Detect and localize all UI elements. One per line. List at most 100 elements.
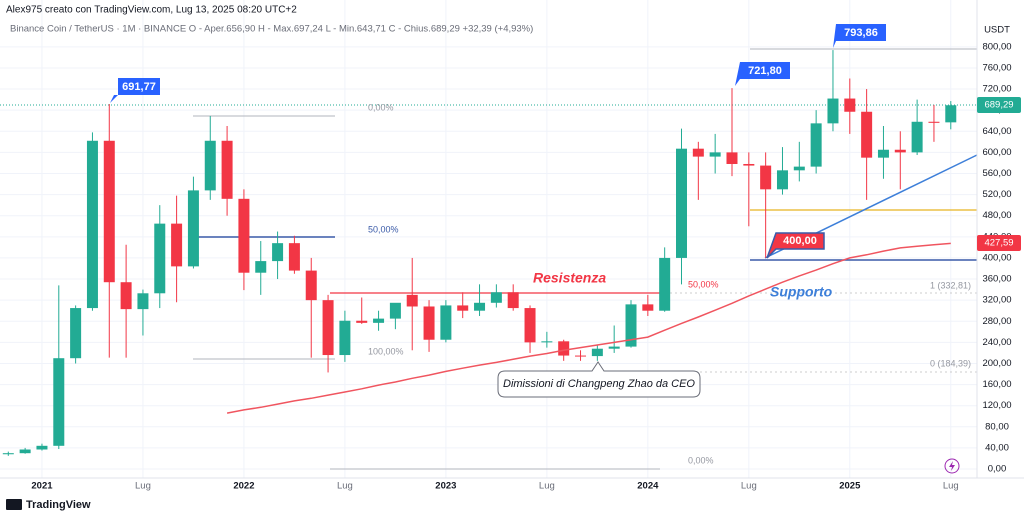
y-tick-label: 0,00 [988,464,1007,475]
y-tick-label: 760,00 [982,62,1011,73]
brand: TradingView [26,499,91,511]
y-axis: 0,00 40,00 80,00 120,00 160,00 200,00 240,00 28… [982,41,1011,474]
candle-body [356,320,368,323]
candle-body [861,111,873,158]
candle-body [490,292,502,303]
candle-body [524,308,536,343]
candle-body [19,449,31,454]
x-tick-label: Lug [943,481,959,492]
alert-icon [949,461,955,471]
price-label: 691,77 [122,81,156,93]
candle-body [171,223,183,267]
price-callout [766,232,825,259]
candle-body [608,346,620,349]
candle-body [793,166,805,171]
y-tick-label: 320,00 [982,295,1011,306]
y-tick-label: 600,00 [982,147,1011,158]
y-tick-label: 120,00 [982,400,1011,411]
candle-body [255,261,267,273]
price-callout [833,24,886,48]
candle-body [86,140,98,309]
candle-body [709,152,721,157]
y-tick-label: 480,00 [982,210,1011,221]
fib-label: 50,00% [368,224,399,234]
candle-body [221,140,233,199]
candle-body [406,294,418,307]
candle-body [659,257,671,311]
candle-body [760,165,772,190]
candle-body [877,149,889,158]
candle-body [692,148,704,157]
candle-body [457,305,469,311]
candle-body [844,98,856,112]
annotations: 691,77 721,80 793,86 400,00 0,00% 50,00%… [110,24,971,465]
y-tick-label: 560,00 [982,168,1011,179]
candle-body [474,302,486,311]
grid [0,0,977,478]
x-tick-label: Lug [741,481,757,492]
y-tick-label: 200,00 [982,358,1011,369]
candle-body [103,140,115,283]
y-tick-label: 520,00 [982,189,1011,200]
candle-body [945,105,957,123]
price-tag [977,97,1021,113]
candle-body [776,170,788,190]
candle-body [373,318,385,323]
x-tick-label: Lug [337,481,353,492]
plot [2,50,957,456]
candle-body [676,148,687,258]
candle-body [591,348,603,357]
y-tick-label: 160,00 [982,379,1011,390]
x-tick-label: Lug [135,481,151,492]
candle-body [322,300,334,356]
price-tag [977,235,1021,251]
fib-label: 100,00% [368,346,404,356]
candle-body [575,355,587,357]
x-tick-label: 2024 [637,481,659,492]
y-tick-label: 800,00 [982,41,1011,52]
callout-text: Dimissioni di Changpeng Zhao da CEO [503,378,695,390]
fib-label: 0,00% [688,455,714,465]
candle-body [726,152,738,164]
candle-body [558,341,570,356]
candle-body [137,293,149,310]
logo-icon [6,499,22,510]
candle-body [423,306,435,340]
price-callout [110,78,160,103]
y-unit: USDT [984,25,1010,36]
alert-icon[interactable] [944,458,960,474]
price-tag-label: 427,59 [984,238,1013,249]
candle-body [440,305,452,340]
candle-body [272,243,284,262]
price-label: 793,86 [844,27,878,39]
fib-label: 0,00% [368,102,394,112]
candle-body [187,190,199,267]
candle-body [743,163,755,166]
candle-body [541,341,553,343]
candle-body [827,98,839,124]
x-tick-label: 2021 [31,481,53,492]
y-tick-label: 40,00 [985,442,1009,453]
y-tick-label: 240,00 [982,337,1011,348]
candle-body [642,304,654,311]
candle-body [625,304,637,347]
x-tick-label: 2025 [839,481,861,492]
candle-body [154,223,166,294]
resistance-label: Resistenza [533,270,606,286]
fib-label: 50,00% [688,279,719,289]
x-tick-label: 2023 [435,481,456,492]
x-tick-label: Lug [539,481,555,492]
y-tick-label: 720,00 [982,84,1011,95]
y-tick-label: 280,00 [982,316,1011,327]
fib-label: 1 (332,81) [930,280,971,290]
legend: Binance Coin / TetherUS · 1M · BINANCE O… [10,24,533,35]
fib-label: 0 (184,39) [930,358,971,368]
support-label: Supporto [770,284,833,300]
x-tick-label: 2022 [233,481,254,492]
candle-body [911,121,923,153]
y-tick-label: 640,00 [982,126,1011,137]
price-label: 721,80 [748,65,782,77]
candle-body [2,453,14,455]
candle-body [810,123,822,167]
